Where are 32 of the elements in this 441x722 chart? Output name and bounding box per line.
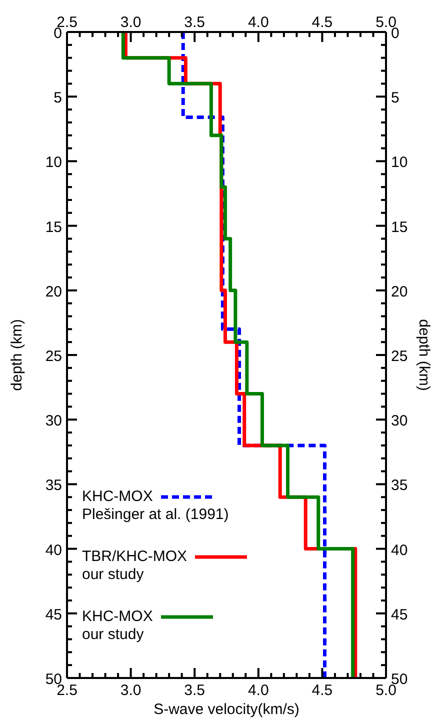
y-tick-label: 45 [45,606,62,624]
y2-axis-title: depth (km) [416,319,433,391]
legend-label: KHC-MOX our study [82,608,153,644]
text: KHC-MOX Plešinger at al. (1991) [82,488,229,524]
y2-tick-label: 20 [391,283,408,300]
y-tick-label: 35 [45,477,62,494]
y-tick-label: 15 [45,218,62,236]
x-tick-label: 3.5 [184,14,206,31]
y-tick-label: 5 [54,90,62,107]
y-tick-label: 25 [45,348,62,365]
y-tick-label: 10 [45,154,62,172]
x2-tick-label: 4.5 [312,682,333,699]
y-tick-label: 20 [45,283,62,300]
y2-tick-label: 25 [391,348,408,365]
x2-tick-label: 3.5 [184,682,206,699]
y2-tick-label: 15 [391,218,408,236]
x-tick-label: 4.0 [248,14,269,31]
y2-tick-label: 5 [391,90,400,107]
y2-tick-label: 10 [391,154,408,172]
y-tick-label: 30 [45,412,62,430]
x2-tick-label: 3.0 [120,682,142,699]
y-tick-label: 40 [45,542,62,559]
y2-tick-label: 45 [391,606,408,624]
x2-tick-label: 4.0 [248,682,269,699]
x-tick-label: 4.5 [312,14,333,31]
y2-tick-label: 40 [391,542,408,559]
x-tick-label: 3.0 [120,14,142,31]
legend-label: TBR/KHC-MOX our study [82,548,187,584]
y-axis-title: depth (km) [8,319,26,391]
y2-tick-label: 30 [391,412,408,430]
y2-tick-label: 35 [391,477,408,494]
x-axis-title: S-wave velocity(km/s) [154,701,300,718]
